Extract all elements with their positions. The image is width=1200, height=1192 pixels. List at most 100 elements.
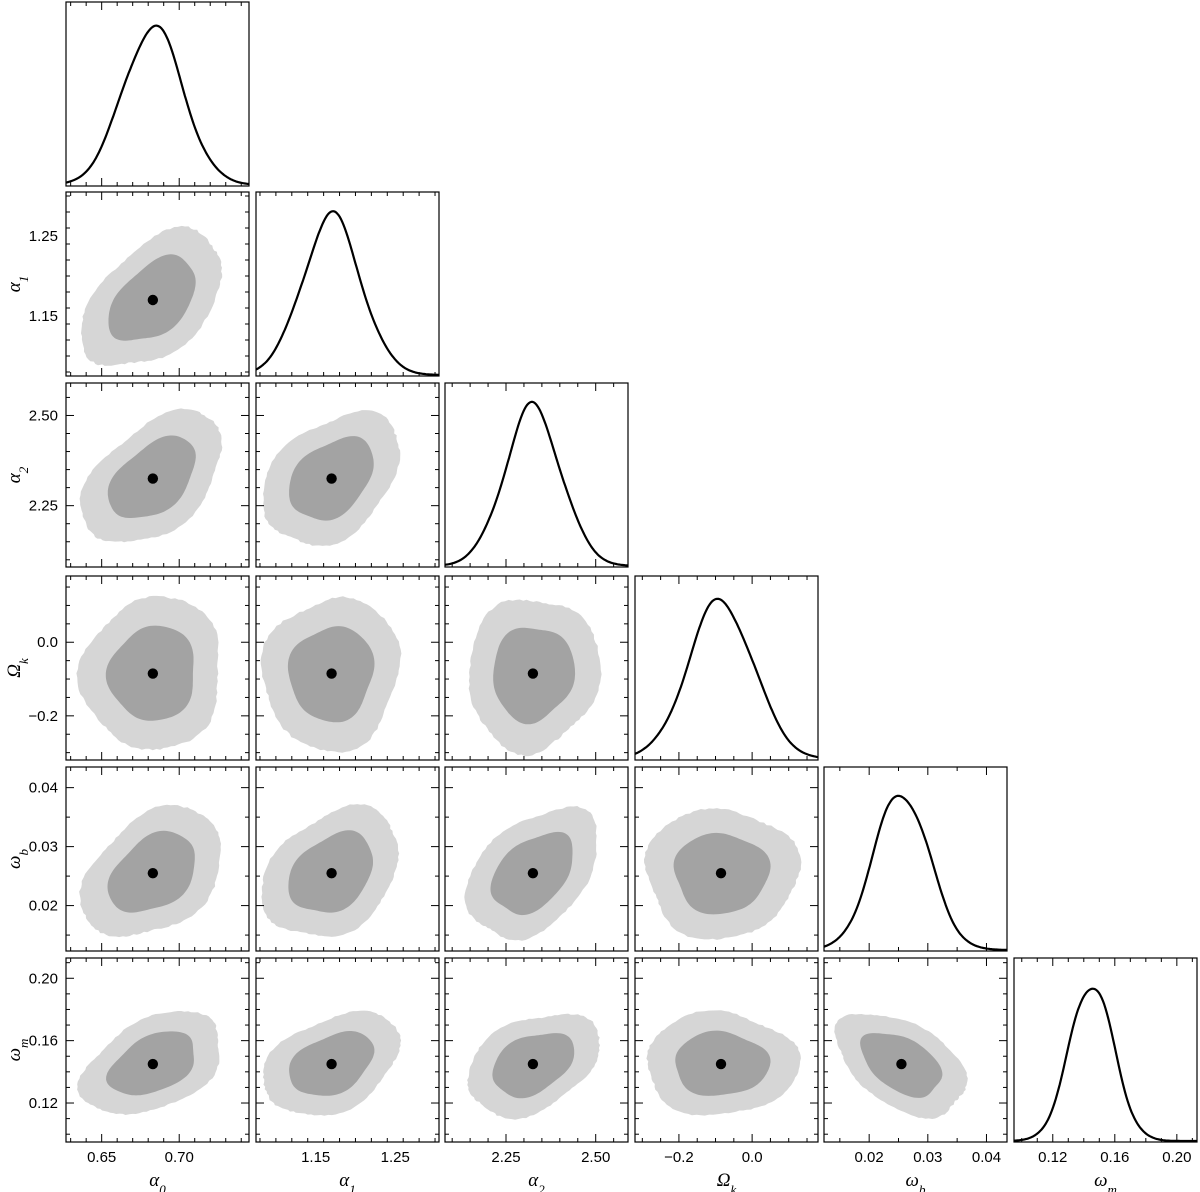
panel-Omega_k-vs-alpha2 bbox=[444, 575, 629, 761]
contour-clip-group bbox=[834, 1014, 968, 1119]
panel-Omega_k-vs-alpha1 bbox=[255, 575, 440, 761]
best-fit-point bbox=[147, 867, 159, 879]
x-tick-label: 0.03 bbox=[913, 1149, 942, 1166]
y-tick-label: 0.12 bbox=[29, 1095, 58, 1112]
y-tick-label: 0.02 bbox=[29, 898, 58, 915]
best-fit-point bbox=[147, 473, 159, 484]
y-axis-label-alpha1-subscript: 1 bbox=[16, 276, 31, 283]
best-fit-point bbox=[326, 473, 337, 484]
y-tick-label: 1.15 bbox=[29, 308, 58, 325]
y-axis-label-alpha2-subscript: 2 bbox=[16, 466, 31, 473]
panel-alpha0-vs-alpha0 bbox=[65, 1, 250, 187]
panel-omega_b-vs-alpha0 bbox=[65, 766, 250, 952]
best-fit-point bbox=[527, 668, 539, 679]
contour-clip-group bbox=[263, 410, 401, 546]
contour-clip-group bbox=[260, 596, 402, 753]
contour-clip-group bbox=[261, 804, 400, 937]
panel-omega_m-vs-alpha1 bbox=[255, 957, 440, 1143]
x-axis-label-omega_b: ωb bbox=[906, 1170, 926, 1192]
panel-omega_m-vs-omega_m bbox=[1013, 957, 1198, 1143]
panel-frame bbox=[255, 382, 440, 568]
y-axis-label-alpha2-symbol: α bbox=[4, 472, 25, 483]
panel-Omega_k-vs-alpha0 bbox=[65, 575, 250, 761]
panel-frame bbox=[444, 766, 629, 952]
x-tick-label: 2.50 bbox=[581, 1149, 610, 1166]
best-fit-point bbox=[326, 1058, 337, 1070]
y-tick-label: 0.03 bbox=[29, 839, 58, 856]
panel-frame bbox=[65, 957, 250, 1143]
pdf-clip-group bbox=[635, 597, 818, 759]
y-axis-label-Omega_k-symbol: Ω bbox=[4, 664, 25, 678]
y-tick-label: 0.0 bbox=[37, 634, 58, 651]
contour-clip-group bbox=[468, 599, 602, 757]
pdf-clip-group bbox=[445, 400, 628, 567]
best-fit-point bbox=[715, 1058, 727, 1070]
panel-frame bbox=[1013, 957, 1198, 1143]
panel-frame bbox=[255, 766, 440, 952]
panel-frame bbox=[255, 575, 440, 761]
x-tick-label: 0.16 bbox=[1100, 1149, 1129, 1166]
panel-frame bbox=[65, 382, 250, 568]
y-axis-alpha1: 1.15 1.25 α1 bbox=[4, 228, 58, 325]
panel-frame bbox=[823, 957, 1008, 1143]
y-axis-label-omega_b: ωb bbox=[4, 849, 31, 869]
y-axis-label-omega_b-symbol: ω bbox=[4, 856, 25, 869]
x-axis-label-omega_m: ωm bbox=[1094, 1170, 1117, 1192]
x-axis-label-omega_b-subscript: b bbox=[919, 1182, 926, 1192]
panel-alpha1-vs-alpha0 bbox=[65, 191, 250, 377]
best-fit-point bbox=[326, 867, 337, 879]
panel-omega_m-vs-alpha2 bbox=[444, 957, 629, 1143]
contour-clip-group bbox=[464, 806, 597, 941]
panel-frame bbox=[65, 575, 250, 761]
contour-clip-group bbox=[79, 408, 223, 543]
contour-clip-group bbox=[467, 1013, 600, 1120]
best-fit-point bbox=[527, 867, 539, 879]
x-axis-label-Omega_k-symbol: Ω bbox=[717, 1170, 731, 1191]
panel-omega_m-vs-Omega_k bbox=[634, 957, 819, 1143]
x-tick-label: 1.15 bbox=[301, 1149, 330, 1166]
y-axis-label-Omega_k-subscript: k bbox=[16, 658, 31, 664]
y-tick-label: 2.25 bbox=[29, 498, 58, 515]
panel-omega_m-vs-alpha0 bbox=[65, 957, 250, 1143]
contour-clip-group bbox=[79, 804, 221, 938]
y-axis-alpha2: 2.25 2.50 α2 bbox=[4, 407, 58, 514]
y-axis-label-Omega_k: Ωk bbox=[4, 658, 31, 678]
x-axis-omega_m: 0.12 0.16 0.20 ωm bbox=[1038, 1149, 1191, 1192]
panel-frame bbox=[65, 766, 250, 952]
panel-omega_b-vs-Omega_k bbox=[634, 766, 819, 952]
y-tick-label: −0.2 bbox=[28, 708, 58, 725]
x-axis-label-alpha2-subscript: 2 bbox=[538, 1182, 545, 1192]
contour-clip-group bbox=[77, 1011, 220, 1115]
pdf-clip-group bbox=[256, 210, 439, 376]
panel-frame bbox=[255, 191, 440, 377]
panel-omega_b-vs-alpha1 bbox=[255, 766, 440, 952]
y-axis-label-omega_m-symbol: ω bbox=[4, 1048, 25, 1061]
x-axis-label-Omega_k-subscript: k bbox=[730, 1182, 736, 1192]
x-axis-alpha1: 1.15 1.25 α1 bbox=[301, 1149, 410, 1192]
panel-alpha2-vs-alpha2 bbox=[444, 382, 629, 568]
x-tick-label: 0.0 bbox=[742, 1149, 763, 1166]
marginal-pdf-omega_m bbox=[1014, 987, 1197, 1142]
y-tick-label: 0.04 bbox=[29, 780, 58, 797]
x-tick-label: 1.25 bbox=[381, 1149, 410, 1166]
panel-frame bbox=[634, 575, 819, 761]
x-axis-label-alpha1-symbol: α bbox=[339, 1170, 350, 1191]
x-axis-alpha2: 2.25 2.50 α2 bbox=[491, 1149, 610, 1192]
panel-frame bbox=[634, 957, 819, 1143]
panel-omega_m-vs-omega_b bbox=[823, 957, 1008, 1143]
best-fit-point bbox=[715, 867, 727, 879]
y-axis-label-omega_b-subscript: b bbox=[16, 849, 31, 856]
panel-frame bbox=[255, 957, 440, 1143]
panel-alpha2-vs-alpha1 bbox=[255, 382, 440, 568]
x-tick-label: 0.65 bbox=[87, 1149, 116, 1166]
best-fit-point bbox=[527, 1058, 539, 1070]
panel-frame bbox=[65, 1, 250, 187]
y-tick-label: 0.20 bbox=[29, 970, 58, 987]
best-fit-point bbox=[147, 668, 159, 679]
y-axis-label-alpha2: α2 bbox=[4, 466, 31, 483]
panel-frame bbox=[444, 575, 629, 761]
y-axis-omega_m: 0.12 0.16 0.20 ωm bbox=[4, 970, 58, 1112]
x-axis-label-alpha0-symbol: α bbox=[149, 1170, 160, 1191]
panel-omega_b-vs-omega_b bbox=[823, 766, 1008, 952]
y-tick-label: 2.50 bbox=[29, 407, 58, 424]
